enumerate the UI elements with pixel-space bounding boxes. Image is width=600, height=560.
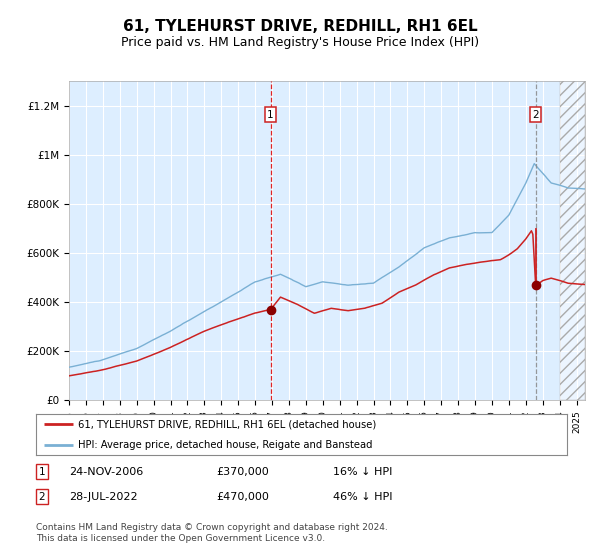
Text: 1: 1 — [38, 466, 46, 477]
Text: 2: 2 — [38, 492, 46, 502]
Text: 16% ↓ HPI: 16% ↓ HPI — [333, 466, 392, 477]
Text: 1: 1 — [267, 110, 274, 120]
Text: 24-NOV-2006: 24-NOV-2006 — [69, 466, 143, 477]
Text: Contains HM Land Registry data © Crown copyright and database right 2024.
This d: Contains HM Land Registry data © Crown c… — [36, 524, 388, 543]
Text: £470,000: £470,000 — [216, 492, 269, 502]
Text: Price paid vs. HM Land Registry's House Price Index (HPI): Price paid vs. HM Land Registry's House … — [121, 36, 479, 49]
Text: £370,000: £370,000 — [216, 466, 269, 477]
Text: 46% ↓ HPI: 46% ↓ HPI — [333, 492, 392, 502]
Text: 61, TYLEHURST DRIVE, REDHILL, RH1 6EL: 61, TYLEHURST DRIVE, REDHILL, RH1 6EL — [122, 20, 478, 34]
Text: 28-JUL-2022: 28-JUL-2022 — [69, 492, 137, 502]
Text: 2: 2 — [532, 110, 539, 120]
Text: HPI: Average price, detached house, Reigate and Banstead: HPI: Average price, detached house, Reig… — [79, 440, 373, 450]
Text: 61, TYLEHURST DRIVE, REDHILL, RH1 6EL (detached house): 61, TYLEHURST DRIVE, REDHILL, RH1 6EL (d… — [79, 419, 377, 429]
